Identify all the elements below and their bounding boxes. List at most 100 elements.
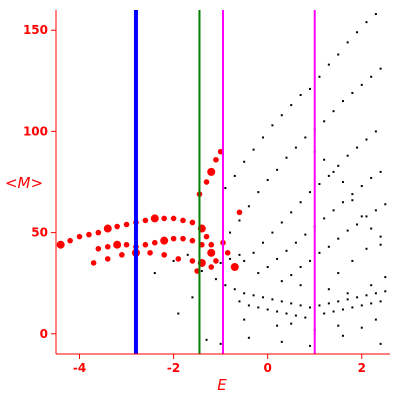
data-point [309,87,312,90]
highlight-point [114,223,120,230]
data-point [374,318,377,321]
data-point [384,203,387,206]
highlight-point [213,258,219,264]
data-point [360,304,363,307]
vertical-marker-lines [133,10,316,354]
data-point [374,130,377,133]
y-axis-label: <M> [5,174,43,192]
data-point [290,274,293,277]
data-point [337,237,340,240]
highlight-point [123,241,130,248]
data-point [247,205,250,208]
data-point [346,154,349,157]
data-point [346,298,349,301]
highlight-point [161,215,167,222]
data-point [280,280,283,283]
data-point [229,257,232,260]
highlight-point [203,179,210,185]
highlight-point [90,260,97,266]
highlight-point [119,252,125,258]
data-point [257,272,260,275]
highlight-point [161,252,167,258]
highlight-point [142,241,149,248]
data-point [379,170,382,173]
data-point [365,138,368,141]
x-tick-label: -4 [73,361,86,375]
data-point [261,136,264,139]
highlight-point [208,241,215,248]
data-point [252,148,255,151]
data-point [304,316,307,319]
data-point [384,290,387,293]
data-point [365,247,368,250]
y-tick-label: 0 [40,327,48,341]
data-point [360,83,363,86]
data-point [341,181,344,183]
data-point [224,284,227,287]
data-point [290,211,293,214]
data-point [356,146,359,149]
highlight-point [213,156,219,163]
x-tick-label: -2 [167,361,180,375]
data-point [290,104,293,107]
highlight-point [95,229,102,236]
data-point [337,164,340,167]
data-point [276,257,279,260]
data-point [294,146,297,149]
data-point [271,231,274,234]
highlight-point [142,217,149,224]
data-point [247,336,250,339]
data-point [247,304,250,307]
data-point [337,272,340,275]
data-point [351,306,354,309]
x-tick-label: 0 [264,361,272,375]
data-point [271,298,274,301]
data-point [285,312,288,315]
highlight-point [76,233,83,240]
data-point [318,251,321,254]
data-point [243,292,246,295]
data-point [280,300,283,303]
data-point [304,136,307,139]
highlight-point [104,243,111,250]
highlight-point [150,214,159,223]
data-point [356,296,359,299]
data-point [346,229,349,232]
data-point [337,324,340,327]
data-points [56,13,387,347]
data-point [327,174,330,177]
highlight-point [160,236,169,245]
data-point [327,288,330,291]
data-point [219,342,222,345]
highlight-point [123,221,130,228]
data-point [266,308,269,311]
data-point [327,245,330,248]
highlight-point [224,250,231,256]
data-point [280,221,283,224]
data-point [172,259,175,262]
data-point [337,53,340,56]
highlight-point [95,245,102,252]
data-point [238,253,241,256]
data-point [318,183,321,186]
data-point [323,120,326,123]
data-point [238,219,241,222]
data-point [276,324,279,327]
data-point [351,259,354,262]
data-point [351,193,354,196]
data-point [332,209,335,212]
data-point [243,259,246,262]
data-point [318,75,321,78]
highlight-point [103,224,112,233]
data-point [379,300,382,303]
axes [51,10,390,359]
highlight-point [207,167,216,176]
data-point [370,75,373,78]
highlight-point [147,250,153,256]
data-point [365,215,368,218]
data-point [285,249,288,252]
data-point [285,156,288,159]
data-point [257,306,260,309]
data-point [266,178,269,181]
data-point [374,13,377,16]
